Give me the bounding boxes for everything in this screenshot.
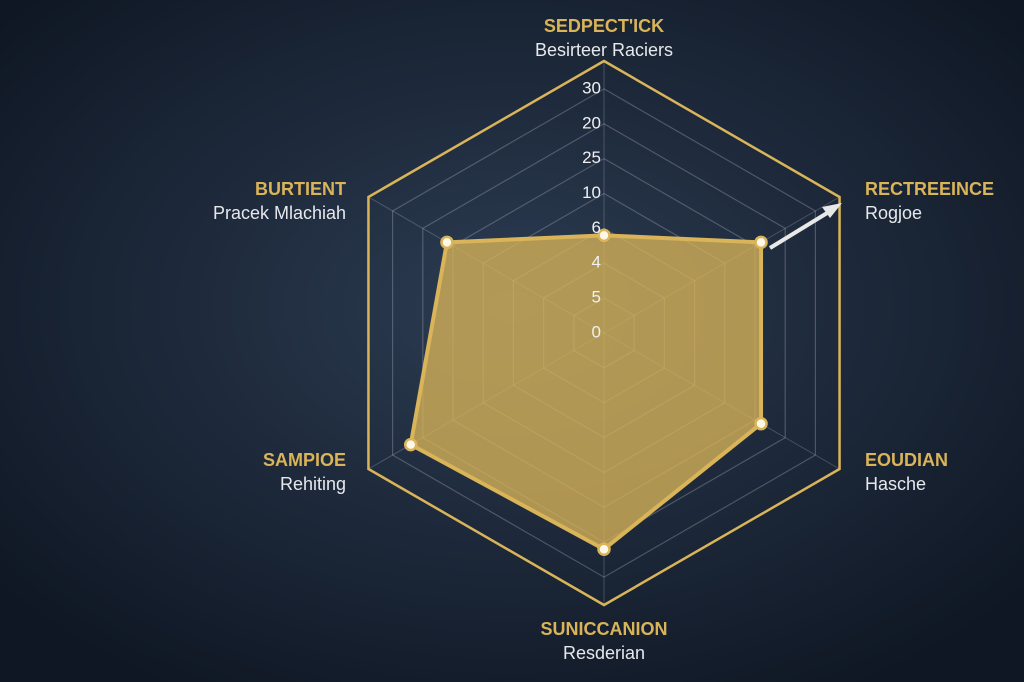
data-point [597, 228, 611, 243]
data-point [440, 235, 454, 250]
r-tick-label: 5 [592, 288, 601, 307]
r-tick-label: 0 [592, 322, 601, 341]
category-subtitle: Hasche [865, 474, 926, 494]
r-tick-label: 20 [582, 113, 601, 132]
data-point [597, 542, 611, 556]
grid-line [392, 88, 816, 578]
category-subtitle: Pracek Mlachiah [213, 203, 346, 223]
labels: 0 5 4 6 10 25 20 30 SEDPECT'ICK Besirteer Raciers… [213, 16, 994, 663]
category-label: EOUDIAN [865, 450, 948, 470]
data-point [754, 235, 768, 250]
r-tick-label: 6 [592, 218, 601, 237]
category-label: RECTREEINCE [865, 179, 994, 199]
category-label: SEDPECT'ICK [544, 16, 664, 36]
outer-ring [367, 59, 841, 607]
category-label: SUNICCANION [540, 619, 667, 639]
category-subtitle: Rehiting [280, 474, 346, 494]
data-point [754, 416, 768, 431]
r-tick-label: 10 [582, 183, 601, 202]
arrow-head [822, 203, 842, 218]
category-subtitle: Besirteer Raciers [535, 40, 673, 60]
category-label: SAMPIOE [263, 450, 346, 470]
category-subtitle: Resderian [563, 643, 645, 663]
data-point [403, 437, 418, 452]
category-label: BURTIENT [255, 179, 346, 199]
r-tick-label: 4 [592, 253, 601, 272]
plot [403, 228, 768, 556]
arrow [768, 208, 834, 250]
category-subtitle: Rogjoe [865, 203, 922, 223]
r-tick-label: 25 [582, 148, 601, 167]
r-tick-label: 30 [582, 78, 601, 97]
